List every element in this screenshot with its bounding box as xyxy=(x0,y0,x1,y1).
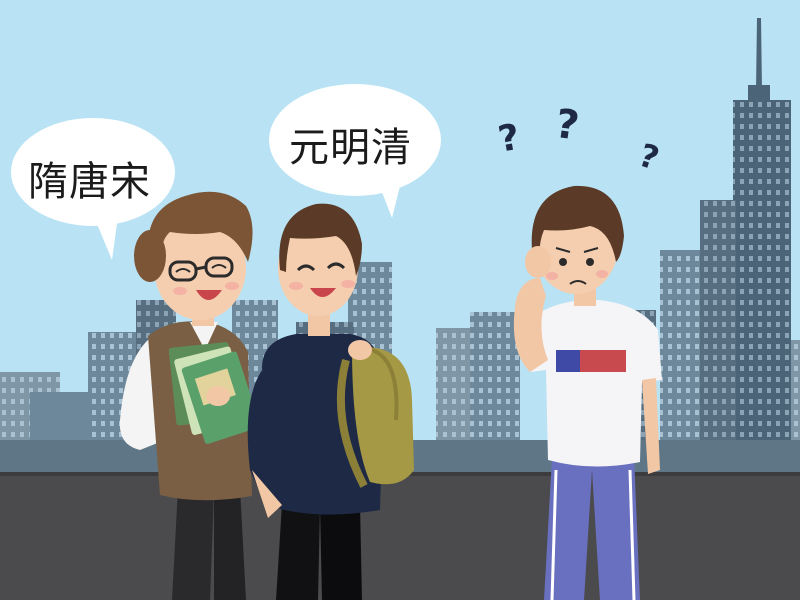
skyscraper-tower xyxy=(700,18,791,480)
backpack xyxy=(336,347,414,488)
teacher-figure xyxy=(119,191,261,600)
confused-boy-figure xyxy=(513,185,662,600)
speech-text-left: 隋唐宋 xyxy=(28,159,151,205)
speech-bubble-left xyxy=(11,118,175,260)
student-figure xyxy=(247,203,414,600)
speech-bubble-middle xyxy=(269,84,441,218)
road xyxy=(0,472,800,600)
speech-text-middle: 元明清 xyxy=(289,125,412,171)
